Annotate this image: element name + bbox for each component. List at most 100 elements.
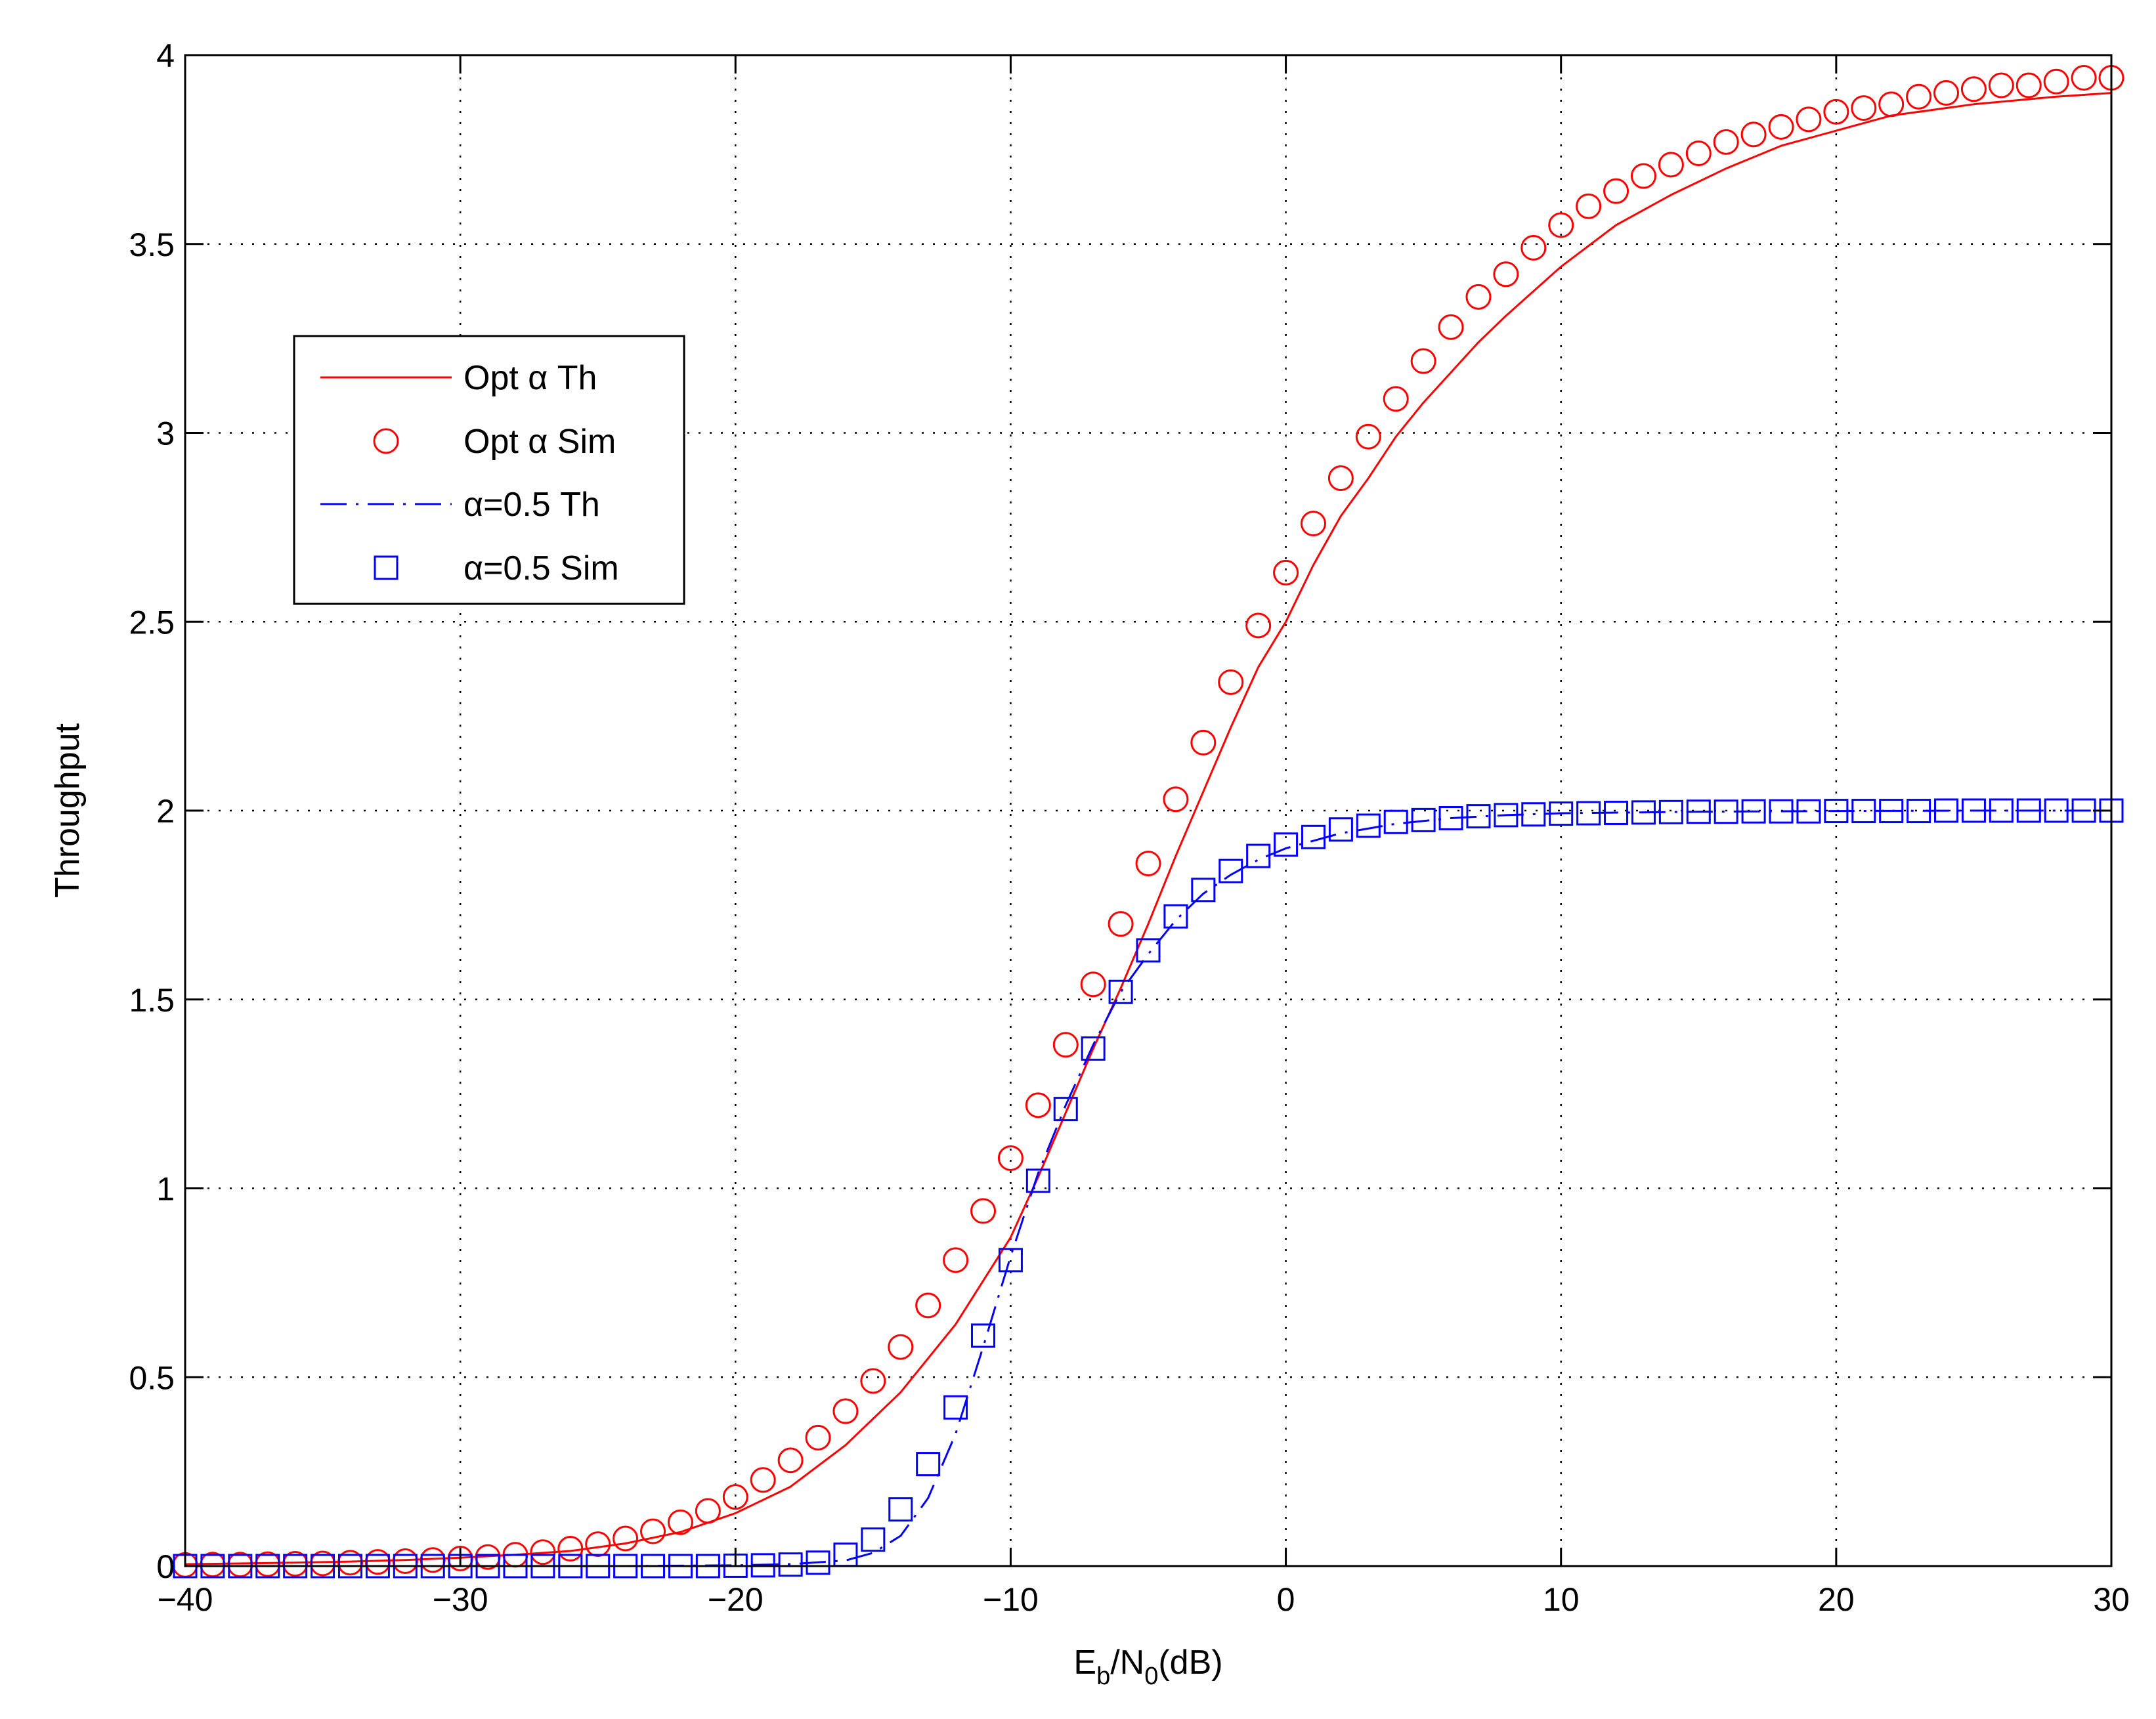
data-point <box>1025 1168 1050 1193</box>
data-point <box>1356 813 1381 838</box>
data-point <box>1025 1092 1051 1118</box>
data-point <box>777 1447 804 1474</box>
data-point <box>1053 1097 1078 1122</box>
data-point <box>832 1398 859 1424</box>
x-tick-label: 10 <box>1543 1581 1580 1618</box>
data-point <box>1604 800 1629 825</box>
data-point <box>2071 65 2097 91</box>
x-tick-label: −20 <box>708 1581 764 1618</box>
y-tick-label: 1.5 <box>129 982 175 1019</box>
data-point <box>1136 938 1161 963</box>
data-point <box>1989 798 2014 823</box>
data-point <box>1383 386 1409 412</box>
data-point <box>1603 178 1629 204</box>
plot-background <box>185 55 2111 1566</box>
data-point <box>1081 1036 1106 1061</box>
data-point <box>970 1198 997 1224</box>
legend-label-half-sim: α=0.5 Sim <box>464 549 619 587</box>
x-axis-title-mid: /N <box>1110 1644 1144 1682</box>
data-point <box>1163 786 1189 813</box>
data-point <box>1960 76 1987 102</box>
data-point <box>1658 152 1684 178</box>
series-line <box>184 92 2112 1565</box>
data-point <box>1080 971 1106 998</box>
data-point <box>888 1497 913 1522</box>
data-point <box>722 1484 748 1510</box>
series-line <box>185 809 2111 1567</box>
data-point <box>1878 91 1905 117</box>
legend-swatch-opt-sim <box>373 428 399 454</box>
data-point <box>1768 114 1794 140</box>
x-axis-title-sub-b: b <box>1096 1663 1110 1690</box>
data-point <box>1300 511 1326 537</box>
data-point <box>1355 423 1381 450</box>
data-point <box>1796 799 1821 824</box>
data-point <box>1851 95 1877 121</box>
data-point <box>997 1145 1024 1171</box>
data-point <box>1218 669 1244 695</box>
x-axis-title-base: E <box>1073 1644 1096 1682</box>
data-point <box>1879 799 1904 824</box>
data-point <box>1246 843 1271 868</box>
data-point <box>1245 612 1272 639</box>
data-point <box>915 1292 941 1319</box>
data-point <box>860 1368 886 1394</box>
data-point <box>1685 140 1712 167</box>
data-point <box>998 1248 1023 1273</box>
data-point <box>1383 809 1408 834</box>
data-point <box>1191 878 1216 902</box>
data-point <box>1438 806 1463 831</box>
data-point <box>1493 261 1519 287</box>
data-point <box>1549 801 1574 826</box>
x-tick-label: −40 <box>158 1581 213 1618</box>
data-point <box>1273 559 1299 585</box>
data-point <box>916 1452 941 1477</box>
legend: Opt α Th Opt α Sim α=0.5 Th α=0.5 Sim <box>293 335 685 605</box>
y-tick-label: 2.5 <box>129 604 175 641</box>
data-point <box>1548 212 1574 238</box>
y-tick-label: 2 <box>156 793 175 830</box>
data-point <box>971 1323 996 1348</box>
data-point <box>1630 163 1656 189</box>
legend-label-opt-th: Opt α Th <box>464 359 597 397</box>
y-tick-label: 4 <box>156 37 175 74</box>
y-tick-label: 0 <box>156 1548 175 1585</box>
data-point <box>778 1552 803 1577</box>
data-point <box>1713 129 1739 155</box>
axis-ticks: −40 −30 −20 −10 0 10 20 30 0 0.5 1 1.5 2 2.5 3 3.5 4 <box>129 37 2129 1618</box>
data-point <box>888 1334 914 1360</box>
data-point <box>1631 800 1656 825</box>
data-point <box>1410 348 1436 374</box>
data-point <box>943 1395 968 1420</box>
data-point <box>1328 817 1353 842</box>
data-point <box>1933 80 1960 106</box>
data-point <box>2016 72 2042 98</box>
data-point <box>1741 799 1766 824</box>
legend-swatch-half-sim <box>374 555 399 580</box>
data-point <box>640 1518 666 1544</box>
data-point <box>1108 911 1134 937</box>
data-point <box>530 1539 556 1565</box>
data-point <box>1218 859 1243 883</box>
data-point <box>2016 798 2041 823</box>
data-point <box>943 1247 969 1273</box>
y-tick-label: 3 <box>156 415 175 452</box>
data-point <box>1714 799 1738 824</box>
data-point <box>1906 83 1932 110</box>
data-point <box>1163 904 1188 929</box>
data-point <box>806 1550 830 1575</box>
data-point <box>1411 807 1436 832</box>
y-tick-label: 3.5 <box>129 226 175 263</box>
data-point <box>1108 979 1133 1004</box>
data-point <box>1658 799 1683 824</box>
x-axis-title-tail: (dB) <box>1158 1644 1222 1682</box>
data-point <box>1438 314 1464 340</box>
data-point <box>1135 851 1161 877</box>
data-point <box>1686 799 1711 824</box>
data-point <box>1907 799 1931 824</box>
data-point <box>1576 193 1602 219</box>
data-point <box>695 1498 721 1524</box>
x-tick-label: 30 <box>2093 1581 2130 1618</box>
data-point <box>1576 801 1601 826</box>
